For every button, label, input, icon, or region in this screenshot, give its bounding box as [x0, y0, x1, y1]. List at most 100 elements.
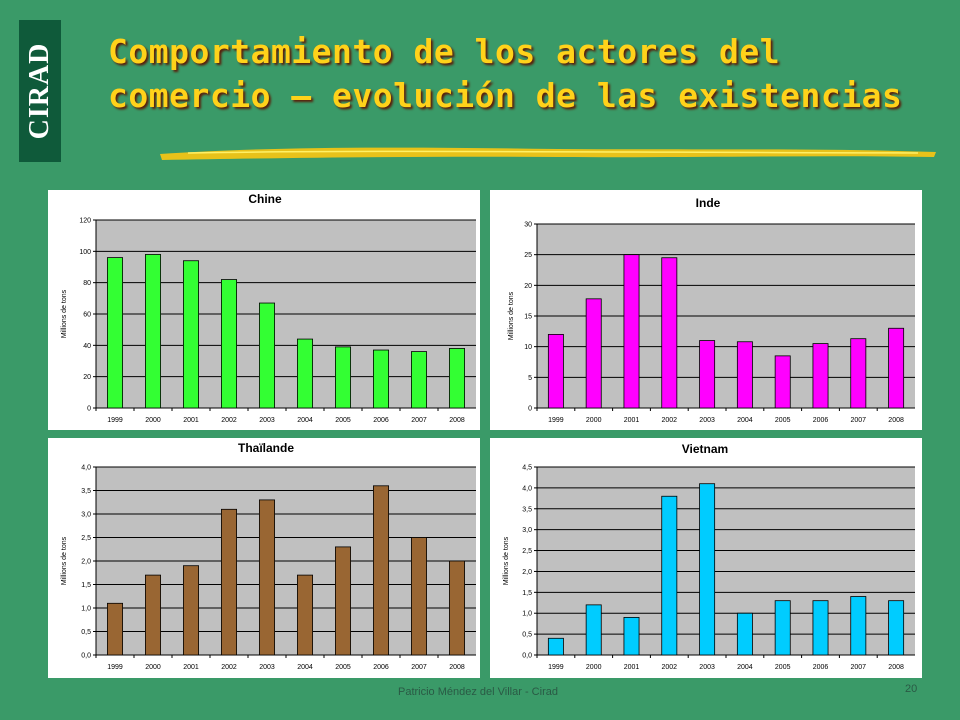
y-tick-label: 60 [83, 312, 91, 319]
title-underline-brushstroke [160, 147, 936, 160]
y-tick-label: 25 [524, 252, 532, 259]
x-tick-label: 2008 [888, 664, 904, 671]
chart-title: Chine [248, 192, 282, 206]
x-tick-label: 2008 [449, 417, 465, 424]
logo-text: CIRAD [24, 42, 55, 140]
x-tick-label: 2005 [775, 417, 791, 424]
y-tick-label: 3,5 [522, 506, 532, 513]
bar-2005 [774, 355, 791, 409]
y-tick-label: 0,5 [81, 629, 91, 636]
y-axis-label: Millions de tons [61, 289, 68, 338]
y-tick-label: 3,0 [522, 527, 532, 534]
x-tick-label: 2007 [851, 664, 867, 671]
bar-2008 [888, 327, 905, 409]
x-tick-label: 2001 [624, 417, 640, 424]
x-tick-label: 1999 [548, 664, 564, 671]
bar-2007 [410, 351, 427, 409]
y-tick-label: 2,5 [81, 535, 91, 542]
bar-2000 [585, 604, 602, 656]
x-tick-label: 2002 [662, 664, 678, 671]
x-tick-label: 2007 [411, 417, 427, 424]
bar-2004 [736, 612, 753, 656]
y-tick-label: 4,0 [81, 465, 91, 472]
bar-2001 [623, 254, 640, 409]
x-tick-label: 2004 [737, 664, 753, 671]
bar-1999 [107, 602, 124, 656]
chart-title: Thaïlande [238, 441, 294, 455]
x-tick-label: 2005 [775, 664, 791, 671]
x-tick-label: 2001 [183, 664, 199, 671]
x-tick-label: 2000 [586, 417, 602, 424]
x-tick-label: 2004 [737, 417, 753, 424]
x-tick-label: 2002 [221, 417, 237, 424]
bar-2000 [144, 254, 161, 409]
y-tick-label: 0 [528, 406, 532, 413]
slide-title: Comportamiento de los actores del comerc… [108, 30, 948, 118]
y-axis-label: Millions de tons [503, 536, 510, 585]
x-tick-label: 2008 [888, 417, 904, 424]
bar-2001 [623, 617, 640, 656]
bar-2008 [448, 560, 465, 656]
bar-2003 [699, 483, 716, 656]
bar-2002 [661, 257, 678, 409]
y-tick-label: 0,5 [522, 632, 532, 639]
bar-2000 [585, 298, 602, 409]
bar-2006 [812, 343, 829, 409]
x-tick-label: 2008 [449, 664, 465, 671]
y-tick-label: 4,5 [522, 465, 532, 472]
x-tick-label: 2000 [145, 417, 161, 424]
y-tick-label: 3,5 [81, 488, 91, 495]
bar-2006 [372, 485, 389, 656]
x-tick-label: 2000 [586, 664, 602, 671]
plot-area [96, 467, 476, 655]
bar-1999 [547, 333, 564, 409]
y-tick-label: 2,5 [522, 548, 532, 555]
bar-2003 [699, 340, 716, 409]
x-tick-label: 2001 [183, 417, 199, 424]
bar-2004 [296, 338, 313, 409]
y-axis-label: Millions de tons [61, 536, 68, 585]
footer-author: Patricio Méndez del Villar - Cirad [398, 686, 558, 698]
bar-2003 [258, 499, 275, 656]
chart-panel [490, 438, 922, 678]
x-tick-label: 1999 [548, 417, 564, 424]
bar-2005 [334, 346, 351, 409]
y-tick-label: 80 [83, 280, 91, 287]
bar-2002 [661, 495, 678, 656]
cirad-logo: CIRAD [19, 20, 61, 162]
x-tick-label: 2003 [259, 664, 275, 671]
bar-2002 [220, 508, 237, 656]
x-tick-label: 2006 [813, 417, 829, 424]
x-tick-label: 2003 [699, 664, 715, 671]
slide-title-line-1: Comportamiento de los actores del [108, 32, 781, 71]
y-tick-label: 10 [524, 344, 532, 351]
y-tick-label: 20 [83, 374, 91, 381]
bar-2000 [144, 574, 161, 656]
x-tick-label: 1999 [107, 664, 123, 671]
y-tick-label: 1,0 [522, 611, 532, 618]
y-tick-label: 0,0 [522, 653, 532, 660]
y-tick-label: 0 [87, 406, 91, 413]
bar-2001 [182, 565, 199, 656]
bar-2004 [736, 341, 753, 409]
y-axis-label: Millions de tons [508, 291, 515, 340]
x-tick-label: 2007 [411, 664, 427, 671]
x-tick-label: 2005 [335, 417, 351, 424]
bar-2008 [448, 348, 465, 409]
bar-2007 [410, 537, 427, 656]
x-tick-label: 2006 [373, 664, 389, 671]
bar-2002 [220, 279, 237, 409]
bar-2007 [850, 596, 867, 656]
y-tick-label: 20 [524, 283, 532, 290]
bar-1999 [547, 637, 564, 656]
y-tick-label: 120 [79, 218, 91, 225]
plot-area [96, 220, 476, 408]
x-tick-label: 2004 [297, 664, 313, 671]
x-tick-label: 2003 [259, 417, 275, 424]
chart-panel [490, 190, 922, 430]
bar-2005 [334, 546, 351, 656]
x-tick-label: 2004 [297, 417, 313, 424]
plot-area [537, 224, 915, 408]
y-tick-label: 2,0 [81, 559, 91, 566]
x-tick-label: 2005 [335, 664, 351, 671]
